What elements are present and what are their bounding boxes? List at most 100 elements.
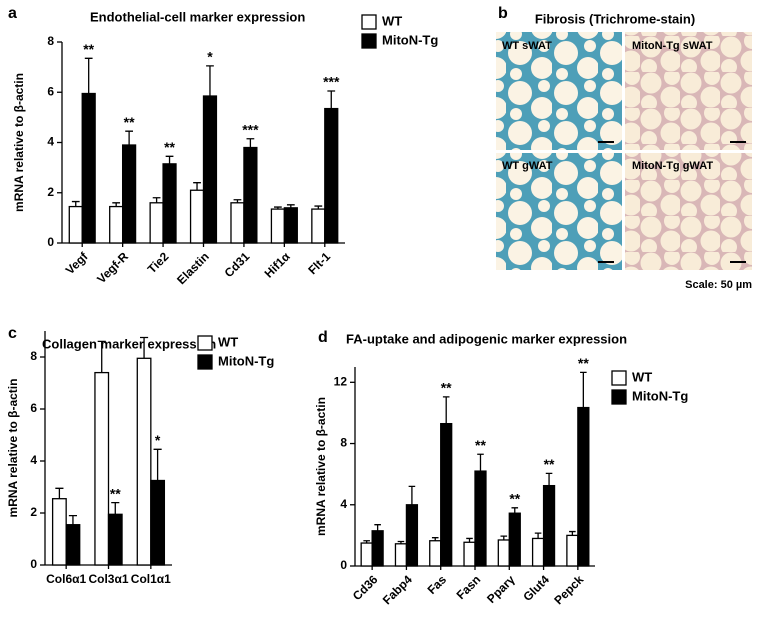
x-tick-label: Pepck [551,572,586,607]
error-bar [153,448,162,481]
error-bar [233,199,242,203]
bar [243,146,258,244]
significance-label: ** [124,114,135,130]
significance-label: * [207,49,213,65]
error-bar [97,340,106,373]
y-tick-label: 4 [30,453,37,467]
bar [150,479,166,566]
bar [107,513,123,566]
x-tick-label: Hif1α [262,249,294,281]
legend-swatch [611,370,627,386]
significance-label: ** [83,41,94,57]
bar [324,107,339,244]
error-bar [139,336,149,359]
y-tick-label: 6 [30,401,37,415]
x-tick-label: Cd36 [350,572,381,603]
significance-label: ** [441,380,452,396]
error-bar [111,501,120,515]
error-bar [193,182,201,191]
bar [360,542,373,567]
panel-letter: d [318,329,328,346]
significance-label: ** [475,437,486,453]
bar [230,202,245,244]
y-axis-label: mRNA relative to β-actin [314,397,328,536]
chart-title: Endothelial-cell marker expression [90,9,305,24]
error-bar [408,485,416,505]
error-bar [327,90,336,109]
error-bar [112,202,121,207]
bar [202,95,218,244]
y-tick-label: 4 [340,497,347,511]
error-bar [397,540,405,544]
significance-label: *** [242,121,259,137]
panel-letter: a [8,5,17,22]
y-tick-label: 8 [47,34,54,48]
error-bar [274,206,282,210]
legend-label: MitoN-Tg [382,32,438,47]
bar [270,208,286,244]
significance-label: ** [509,491,520,507]
bar [405,504,419,567]
chart-title: FA-uptake and adipogenic marker expressi… [346,331,627,346]
x-tick-label: Flt-1 [305,249,333,277]
legend-swatch [197,354,213,370]
significance-label: ** [110,485,121,501]
x-tick-label: Col6α1 [46,572,86,586]
image-label: MitoN-Tg gWAT [632,160,713,172]
y-tick-label: 0 [30,557,37,571]
x-tick-label: Vegf-R [94,249,131,286]
bar [94,371,110,566]
legend-swatch [197,335,213,351]
legend-label: MitoN-Tg [218,353,274,368]
error-bar [125,130,133,146]
y-tick-label: 6 [47,84,54,98]
bar [109,205,124,244]
x-tick-label: Elastin [174,249,212,287]
error-bar [466,537,473,543]
bar [51,498,67,566]
error-bar [374,524,381,531]
x-tick-label: Glut4 [520,572,552,604]
bar [162,163,177,244]
x-tick-label: Col1α1 [131,572,171,586]
bar [497,539,510,567]
chart-title: Collagen marker expression [42,336,216,351]
bar [474,470,487,567]
bar [429,540,442,567]
error-bar [511,507,519,514]
micrograph [625,32,752,150]
significance-label: ** [164,139,175,155]
error-bar [68,514,78,525]
bar [121,144,137,244]
panel-title: Fibrosis (Trichrome-stain) [535,11,695,26]
bar [136,357,152,566]
image-label: WT sWAT [502,40,552,52]
significance-label: * [155,432,161,448]
error-bar [569,530,576,536]
x-tick-label: Fabp4 [380,572,415,607]
error-bar [442,396,450,424]
y-tick-label: 4 [47,135,54,149]
significance-label: *** [323,74,340,90]
panel-letter: c [8,325,17,342]
x-tick-label: Tie2 [145,249,172,276]
error-bar [55,487,64,499]
panel-b: b Fibrosis (Trichrome-stain) WT sWAT Mit… [496,5,752,291]
bar [508,512,521,567]
legend-swatch [361,14,377,30]
y-tick-label: 12 [334,374,348,388]
y-tick-label: 0 [340,558,347,572]
x-tick-label: Fasn [454,572,484,602]
bar [81,92,96,244]
image-label: WT gWAT [502,160,553,172]
significance-label: ** [544,456,555,472]
legend-label: WT [632,369,652,384]
error-bar [500,535,508,540]
bar [371,530,384,567]
legend-label: WT [218,334,238,349]
x-tick-label: Col3α1 [88,572,128,586]
y-tick-label: 0 [47,235,54,249]
x-tick-label: Cd31 [222,249,253,280]
micrograph [496,32,622,150]
